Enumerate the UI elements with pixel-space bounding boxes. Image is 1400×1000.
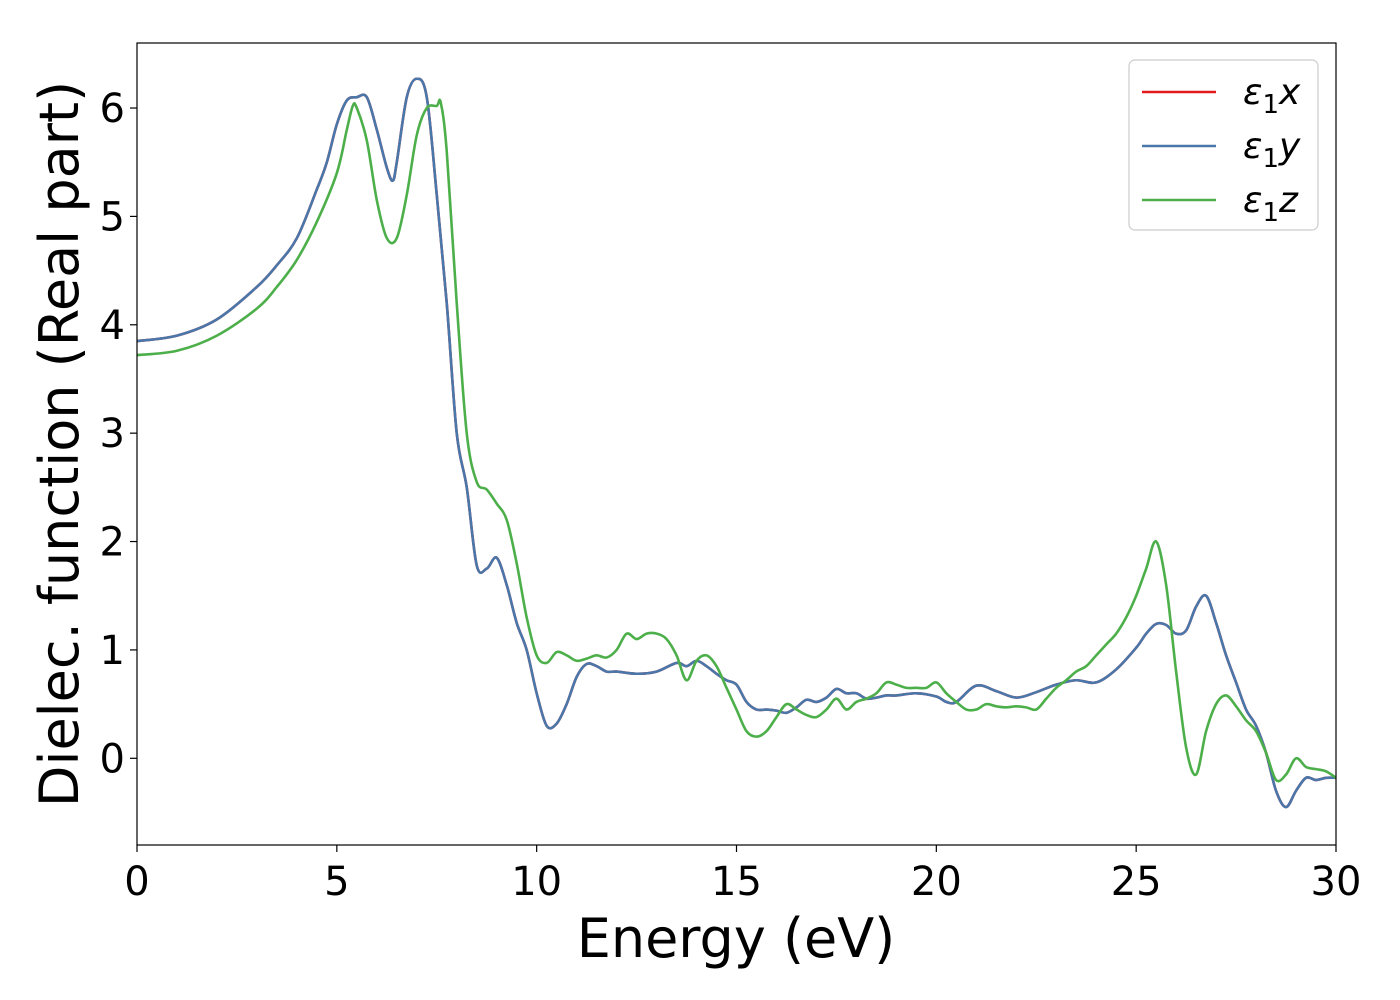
x-tick-label: 30: [1311, 859, 1362, 905]
x-tick-label: 10: [511, 859, 562, 905]
x-axis: 0 5 10 15 20 25 30: [124, 845, 1361, 905]
series-layer: [137, 77, 1336, 809]
y-tick-label: 6: [100, 86, 125, 132]
y-tick-label: 1: [100, 628, 125, 674]
x-tick-label: 20: [911, 859, 962, 905]
x-tick-label: 25: [1111, 859, 1162, 905]
legend-label-y: ε1y: [1243, 126, 1301, 174]
legend: ε1x ε1y ε1z: [1128, 59, 1319, 231]
x-axis-title: Energy (eV): [577, 907, 896, 970]
series-line-y: [137, 77, 1336, 809]
series-line-z: [137, 98, 1336, 783]
y-axis-title: Dielec. function (Real part): [28, 81, 91, 807]
x-tick-label: 15: [711, 859, 762, 905]
x-tick-label: 0: [124, 859, 149, 905]
y-tick-label: 0: [100, 736, 125, 782]
y-tick-label: 2: [100, 520, 125, 566]
y-tick-label: 5: [100, 194, 125, 240]
y-tick-label: 4: [100, 303, 125, 349]
legend-label-z: ε1z: [1243, 180, 1299, 228]
y-tick-label: 3: [100, 411, 125, 457]
y-axis: 0 1 2 3 4 5 6: [100, 86, 137, 782]
legend-label-x: ε1x: [1243, 72, 1301, 120]
x-tick-label: 5: [324, 859, 349, 905]
legend-box: [1128, 59, 1319, 231]
